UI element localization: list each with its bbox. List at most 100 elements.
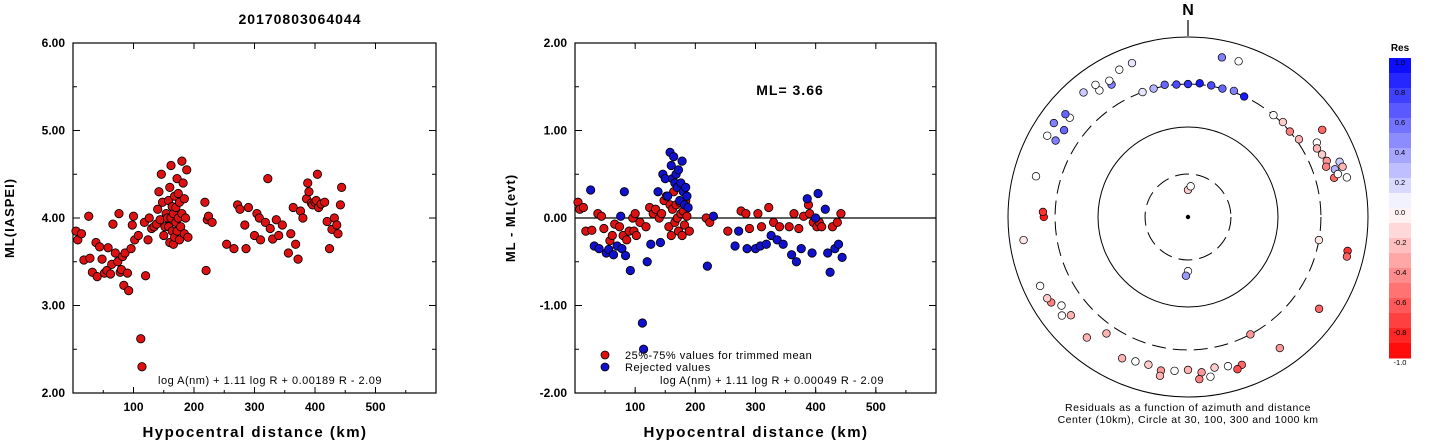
data-point [183, 232, 193, 242]
residual-point [1294, 135, 1304, 144]
data-point [337, 182, 347, 192]
residual-point [1314, 235, 1324, 245]
colorbar-label: 0.2 [1395, 178, 1405, 187]
data-point [166, 160, 176, 171]
data-point [288, 202, 298, 213]
data-point [76, 229, 87, 239]
data-point [122, 268, 133, 278]
colorbar-label: 0.4 [1395, 148, 1405, 157]
data-point [241, 244, 251, 254]
data-point [794, 223, 804, 234]
data-point [837, 252, 847, 262]
residual-point [1105, 76, 1114, 85]
residual-point [1170, 366, 1179, 376]
data-point [141, 271, 151, 281]
y-tick-label: 6.00 [42, 36, 66, 50]
colorbar-cells [1389, 58, 1411, 359]
data-point [666, 160, 676, 171]
residual-point [1049, 118, 1059, 128]
data-point [304, 187, 314, 197]
data-point [616, 211, 626, 221]
data-point [85, 253, 95, 263]
colorbar-cell [1389, 133, 1411, 149]
residual-point [1206, 372, 1215, 381]
data-point [177, 156, 187, 166]
residual-point [1057, 311, 1067, 320]
data-point [734, 226, 744, 236]
data-point [638, 344, 649, 354]
y-tick-label: 2.00 [544, 36, 568, 50]
left-plot-xlabel: Hypocentral distance (km) [142, 424, 367, 441]
y-tick-label: 3.00 [42, 299, 66, 313]
colorbar-cell [1389, 163, 1411, 179]
data-point [222, 239, 232, 249]
data-point [657, 209, 667, 219]
x-tick-label: 200 [685, 400, 705, 414]
x-tick-label: 500 [866, 400, 886, 414]
residual-point [1246, 330, 1255, 339]
colorbar-label: 0.8 [1395, 88, 1405, 97]
data-point [159, 230, 169, 241]
left-scatter-plot: 100 200 300 400 500 2.00 3.00 4.00 5.00 6.00 log … [2, 36, 437, 441]
data-point [786, 250, 797, 260]
colorbar-cell [1389, 208, 1411, 224]
middle-plot-ticks: 100 200 300 400 500 -2.00 -1.00 0.00 1.00 2.00 [540, 36, 937, 414]
data-point [277, 220, 287, 230]
figure-title: 20170803064044 [238, 11, 361, 27]
colorbar-label: -0.8 [1394, 328, 1407, 337]
left-plot-frame [72, 42, 437, 394]
data-point [286, 229, 296, 239]
ring-1000km [1007, 36, 1369, 398]
data-point [608, 250, 619, 260]
x-tick-label: 100 [625, 400, 645, 414]
polar-caption-line-1: Residuals as a function of azimuth and d… [1065, 402, 1311, 414]
data-point [669, 152, 679, 162]
residual-point [1183, 79, 1193, 89]
data-point [599, 223, 609, 234]
data-point [807, 248, 817, 258]
colorbar-label: 1.0 [1395, 58, 1405, 67]
data-point [229, 244, 239, 254]
data-point [179, 194, 189, 204]
data-point [333, 229, 343, 239]
data-point [833, 239, 844, 249]
y-tick-label: -1.00 [540, 299, 568, 313]
residual-point [1144, 360, 1153, 369]
colorbar-label: -0.2 [1394, 238, 1407, 247]
data-point [128, 211, 139, 221]
data-point [265, 223, 275, 234]
colorbar-cell [1389, 148, 1411, 164]
residual-point [1115, 65, 1124, 74]
data-point [153, 204, 163, 214]
data-point [823, 248, 833, 258]
ring-30km [1144, 173, 1232, 261]
data-point [683, 202, 693, 213]
middle-plot-ylabel: ML - ML(evt) [503, 174, 518, 262]
residual-point [1043, 131, 1052, 140]
y-tick-label: 2.00 [42, 386, 66, 400]
colorbar-cell [1389, 178, 1411, 194]
residual-point [1333, 169, 1343, 179]
polar-points [1019, 53, 1352, 384]
residual-point [1019, 235, 1028, 245]
residual-point [1229, 86, 1239, 96]
data-point [723, 226, 733, 236]
residual-point [1234, 57, 1243, 66]
data-point [730, 241, 740, 251]
data-point [332, 220, 342, 230]
residual-point [1127, 58, 1137, 68]
data-point [182, 165, 192, 175]
y-tick-label: 4.00 [42, 211, 66, 225]
y-tick-label: -2.00 [540, 386, 568, 400]
data-point [811, 213, 821, 223]
data-point [677, 230, 687, 241]
data-point [335, 200, 346, 210]
colorbar-label: 0.6 [1395, 118, 1405, 127]
residual-point [1095, 86, 1104, 95]
residual-point [1312, 144, 1322, 153]
data-point [682, 191, 692, 201]
residual-point [1338, 162, 1347, 171]
x-tick-label: 200 [184, 400, 204, 414]
data-point [180, 213, 191, 223]
